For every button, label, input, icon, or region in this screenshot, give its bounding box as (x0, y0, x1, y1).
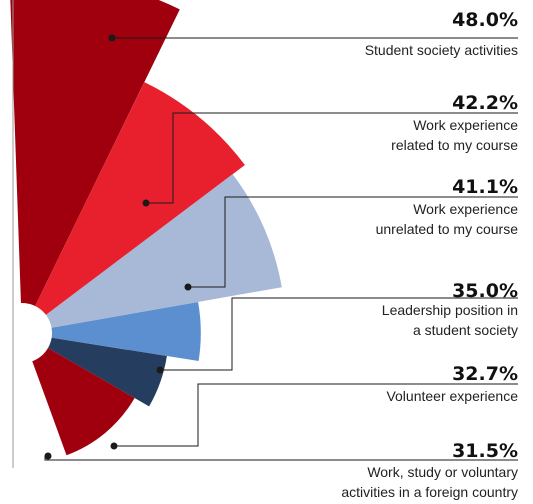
wedge-4 (22, 302, 201, 361)
category-label-4-line-2: a student society (413, 322, 518, 338)
wedge-6 (22, 333, 135, 456)
leader-line-5 (114, 383, 518, 447)
category-label-3-line-2: unrelated to my course (376, 221, 519, 237)
leader-line-4 (160, 297, 518, 371)
leader-line-3 (188, 196, 518, 288)
wedge-2 (22, 82, 245, 333)
leader-dot-1 (108, 34, 116, 42)
value-label-6: 31.5% (452, 440, 518, 462)
value-label-1: 48.0% (452, 9, 518, 31)
wedge-5 (22, 333, 167, 407)
category-label-4-line-1: Leadership position in (382, 302, 518, 318)
value-label-2: 42.2% (452, 92, 518, 114)
category-label-3-line-1: Work experience (413, 201, 518, 217)
category-label-1-line-1: Student society activities (365, 42, 518, 58)
leader-dot-4 (156, 366, 164, 374)
category-label-6-line-1: Work, study or voluntary (367, 464, 518, 480)
value-label-3: 41.1% (452, 176, 518, 198)
category-label-6-line-2: activities in a foreign country (341, 484, 518, 500)
leader-dot-5 (110, 442, 118, 450)
wedge-1 (10, 0, 180, 333)
chart-labels: 48.0% Student society activities 42.2% Work… (341, 9, 518, 500)
value-label-4: 35.0% (452, 280, 518, 302)
category-label-5-line-1: Volunteer experience (386, 388, 518, 404)
leader-line-2 (146, 112, 518, 204)
leader-dot-6 (44, 452, 52, 460)
wedge-3 (22, 174, 282, 333)
chart-leader-dots (44, 34, 192, 460)
value-label-5: 32.7% (452, 363, 518, 385)
category-label-2-line-2: related to my course (391, 137, 518, 153)
leader-dot-3 (184, 283, 192, 291)
category-label-2-line-1: Work experience (413, 117, 518, 133)
leader-line-6 (44, 455, 518, 461)
leader-dot-2 (142, 199, 150, 207)
chart-wedges (10, 0, 282, 456)
